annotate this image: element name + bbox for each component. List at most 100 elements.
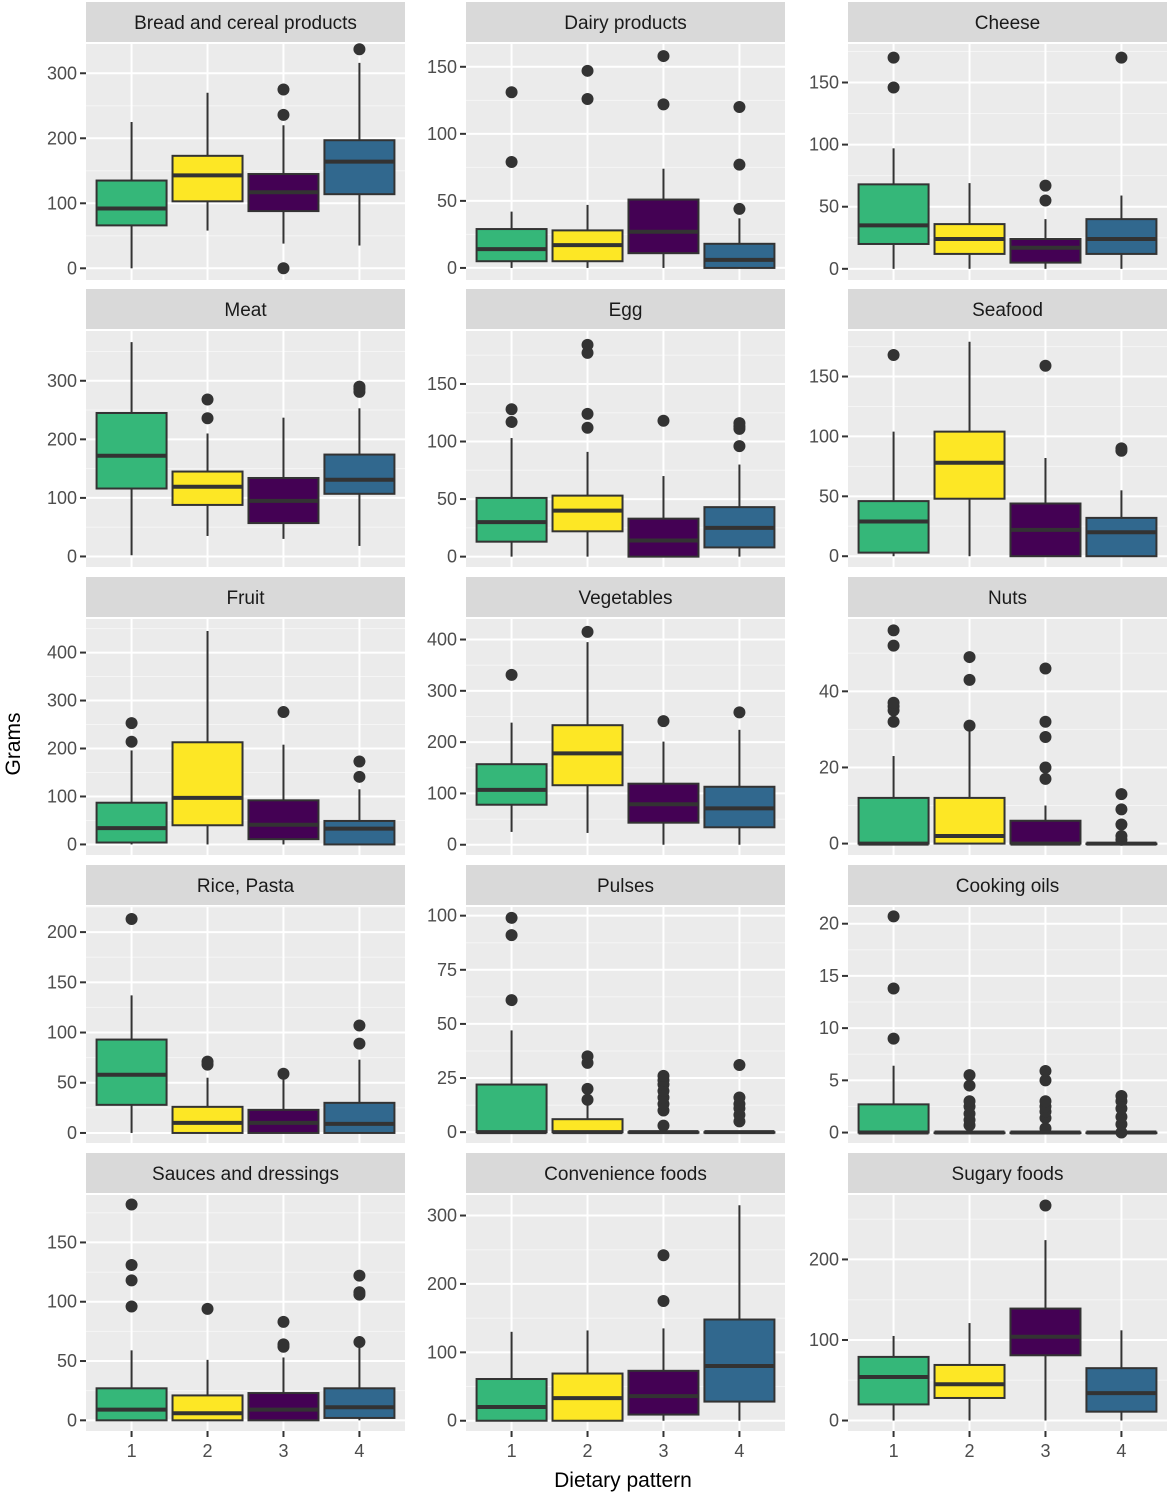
outlier-point [125, 1198, 138, 1211]
outlier-point [201, 1302, 214, 1315]
outlier-point [1039, 761, 1052, 774]
outlier-point [1039, 662, 1052, 675]
y-tick-label: 0 [447, 258, 457, 278]
box-group-3 [627, 1069, 700, 1135]
box-group-1 [95, 1198, 168, 1422]
box-group-2 [933, 1069, 1006, 1135]
outlier-point [277, 83, 290, 96]
facet-strip-title: Nuts [988, 588, 1027, 609]
box-iqr [627, 517, 700, 558]
box-group-3 [247, 83, 320, 275]
facet-strip [848, 289, 1167, 329]
box-iqr [627, 1369, 700, 1416]
y-tick-label: 300 [47, 691, 77, 711]
box-iqr [1085, 516, 1158, 558]
outlier-point [887, 1032, 900, 1045]
y-tick-label: 0 [829, 834, 839, 854]
box-group-4 [323, 43, 396, 246]
y-tick-label: 20 [819, 757, 839, 777]
outlier-point [353, 1269, 366, 1282]
box-group-4 [323, 380, 396, 546]
outlier-point [581, 338, 594, 351]
outlier-point [963, 1079, 976, 1092]
outlier-point [733, 202, 746, 215]
y-tick-label: 300 [47, 371, 77, 391]
y-tick-label: 40 [819, 681, 839, 701]
box-iqr [703, 242, 776, 269]
box-iqr [1009, 238, 1082, 264]
box-group-4 [1085, 442, 1158, 558]
y-tick-label: 100 [809, 426, 839, 446]
y-tick-label: 150 [809, 367, 839, 387]
outlier-point [353, 770, 366, 783]
outlier-point [353, 380, 366, 393]
box-group-2 [171, 1302, 244, 1422]
outlier-point [1115, 51, 1128, 64]
box-iqr [627, 198, 700, 255]
outlier-point [505, 403, 518, 416]
outlier-point [277, 1315, 290, 1328]
y-tick-label: 20 [819, 914, 839, 934]
x-tick-label: 3 [278, 1441, 288, 1461]
outlier-point [1115, 788, 1128, 801]
facet-strip [466, 577, 785, 617]
box-group-2 [551, 64, 624, 268]
box-group-3 [1009, 359, 1082, 558]
outlier-point [887, 51, 900, 64]
facet-strip-title: Cooking oils [956, 876, 1060, 897]
x-tick-label: 2 [583, 1441, 593, 1461]
panel: Nuts 0 20 40 [819, 577, 1167, 855]
x-tick-label: 1 [127, 1441, 137, 1461]
y-tick-label: 100 [809, 135, 839, 155]
outlier-point [1039, 715, 1052, 728]
box-group-1 [857, 1335, 930, 1421]
box-iqr [323, 819, 396, 846]
facet-strip [86, 865, 405, 905]
x-axis-title: Dietary pattern [554, 1469, 692, 1492]
panel: Meat 0 100 200 300 [47, 289, 405, 567]
y-tick-label: 100 [427, 783, 457, 803]
outlier-point [733, 158, 746, 171]
outlier-point [1115, 442, 1128, 455]
box-group-3 [627, 1249, 700, 1421]
outlier-point [353, 1336, 366, 1349]
box-group-1 [475, 911, 548, 1135]
x-tick-label: 3 [658, 1441, 668, 1461]
outlier-point [1115, 1126, 1128, 1139]
facet-strip [86, 1153, 405, 1193]
outlier-point [277, 108, 290, 121]
panel: Pulses 0 25 50 75 100 [427, 865, 785, 1143]
outlier-point [1039, 731, 1052, 743]
y-tick-label: 0 [447, 835, 457, 855]
outlier-point [1039, 1074, 1052, 1087]
x-tick-label: 1 [507, 1441, 517, 1461]
outlier-point [733, 706, 746, 719]
outlier-point [733, 440, 746, 453]
y-tick-label: 100 [427, 906, 457, 926]
outlier-point [657, 1249, 670, 1262]
y-tick-label: 100 [47, 488, 77, 508]
box-group-2 [933, 651, 1006, 845]
facet-strip [466, 289, 785, 329]
outlier-point [1039, 1095, 1052, 1108]
x-tick-label: 3 [1040, 1441, 1050, 1461]
box-group-2 [933, 341, 1006, 557]
box-iqr [1085, 1367, 1158, 1413]
y-tick-label: 0 [67, 1123, 77, 1143]
y-tick-label: 50 [819, 486, 839, 506]
outlier-point [353, 755, 366, 768]
outlier-point [125, 717, 138, 730]
facet-strip [466, 2, 785, 42]
box-group-3 [1009, 1064, 1082, 1135]
box-iqr [933, 1363, 1006, 1399]
x-tick-label: 2 [965, 1441, 975, 1461]
outlier-point [657, 1295, 670, 1308]
box-group-3 [247, 706, 320, 845]
box-iqr [323, 453, 396, 495]
facet-strip-title: Fruit [227, 588, 266, 609]
outlier-point [657, 1119, 670, 1132]
panel: Dairy products 0 50 100 150 [427, 2, 785, 280]
y-tick-label: 5 [829, 1070, 839, 1090]
panel: Cheese 0 50 100 150 [809, 2, 1167, 280]
